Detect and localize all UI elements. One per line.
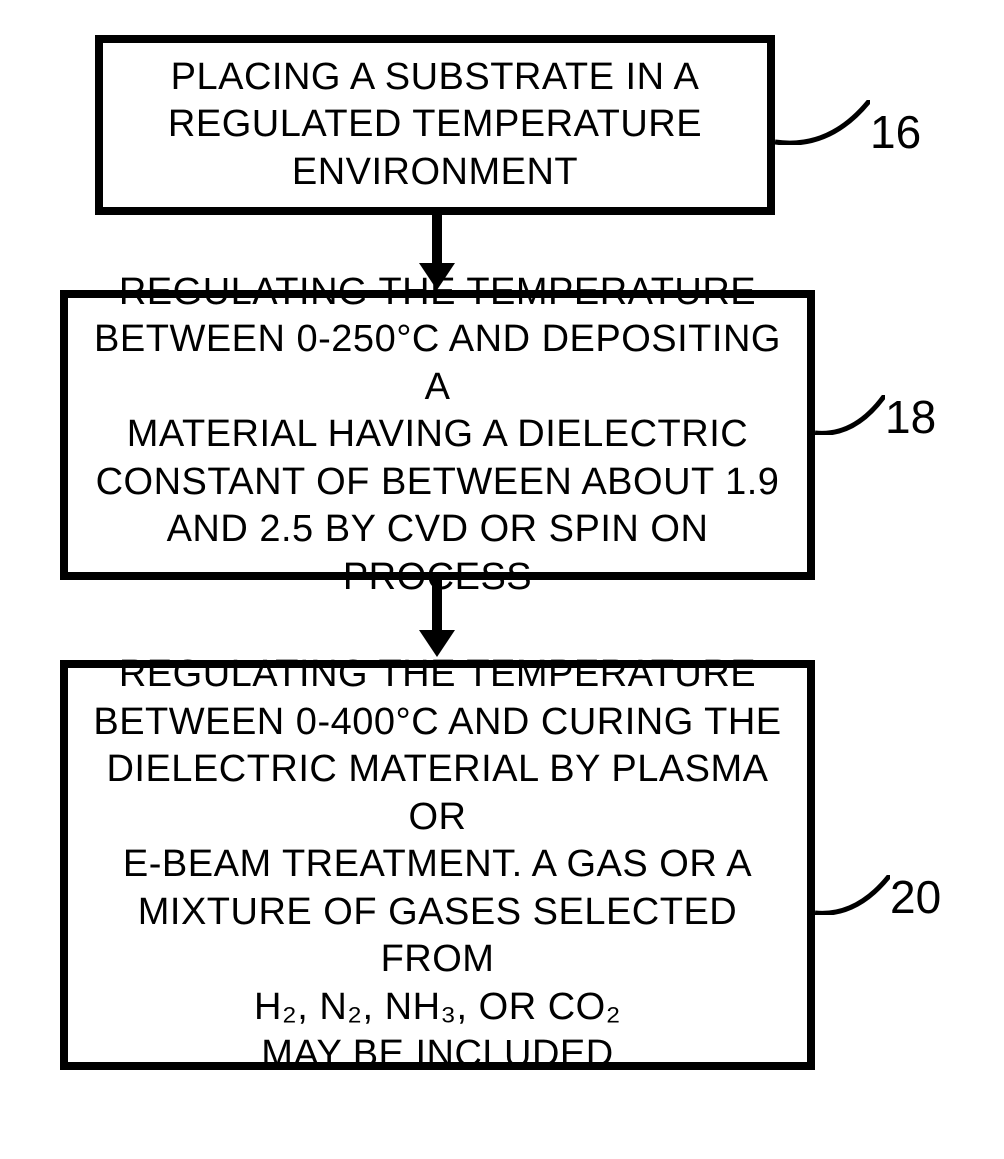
callout-line-16 <box>775 100 870 145</box>
flow-step-deposit-material: REGULATING THE TEMPERATURE BETWEEN 0-250… <box>60 290 815 580</box>
flowchart-canvas: PLACING A SUBSTRATE IN A REGULATED TEMPE… <box>0 0 1004 1159</box>
ref-label-20: 20 <box>890 870 941 924</box>
ref-label-18: 18 <box>885 390 936 444</box>
callout-line-18 <box>815 395 885 435</box>
flow-step-text: PLACING A SUBSTRATE IN A REGULATED TEMPE… <box>168 54 702 197</box>
callout-line-20 <box>815 875 890 915</box>
arrow-shaft-2 <box>432 580 442 630</box>
flow-step-text: REGULATING THE TEMPERATURE BETWEEN 0-400… <box>86 651 789 1079</box>
flow-step-text: REGULATING THE TEMPERATURE BETWEEN 0-250… <box>86 269 789 602</box>
arrow-shaft-1 <box>432 215 442 263</box>
flow-step-place-substrate: PLACING A SUBSTRATE IN A REGULATED TEMPE… <box>95 35 775 215</box>
ref-label-16: 16 <box>870 105 921 159</box>
flow-step-cure-material: REGULATING THE TEMPERATURE BETWEEN 0-400… <box>60 660 815 1070</box>
